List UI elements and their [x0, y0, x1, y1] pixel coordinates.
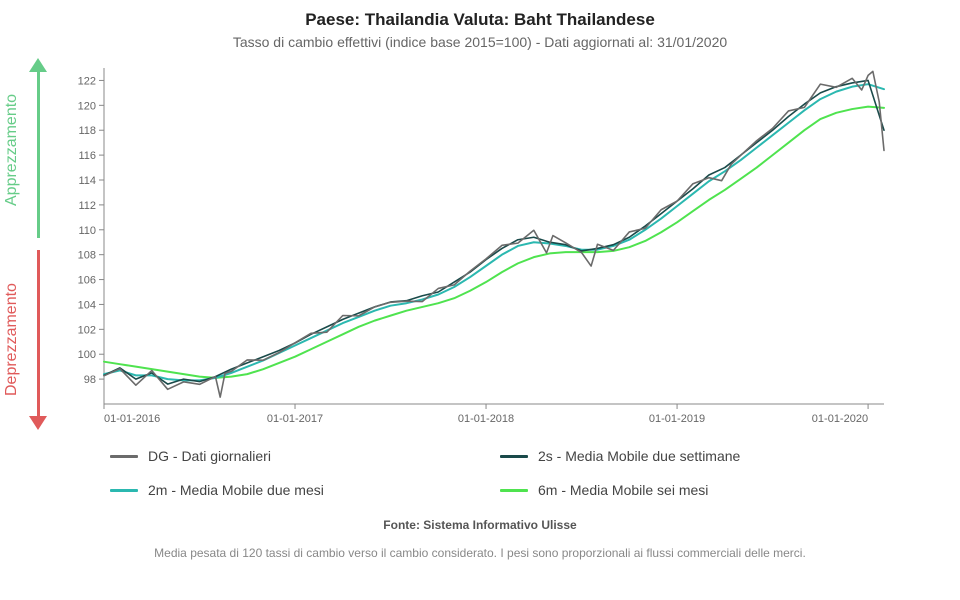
svg-text:112: 112	[78, 200, 96, 212]
svg-text:106: 106	[78, 275, 96, 287]
svg-text:01-01-2016: 01-01-2016	[104, 413, 160, 425]
arrow-up-icon	[28, 58, 48, 238]
svg-text:116: 116	[78, 150, 96, 162]
legend-item-2s: 2s - Media Mobile due settimane	[500, 448, 850, 464]
svg-text:01-01-2018: 01-01-2018	[458, 413, 514, 425]
chart-footnote: Media pesata di 120 tassi di cambio vers…	[0, 546, 960, 560]
legend-label: 2m - Media Mobile due mesi	[148, 482, 324, 498]
svg-text:114: 114	[78, 175, 96, 187]
series-dg	[104, 71, 884, 397]
svg-text:104: 104	[78, 299, 96, 311]
svg-text:01-01-2020: 01-01-2020	[812, 413, 868, 425]
svg-text:108: 108	[78, 250, 96, 262]
legend-item-2m: 2m - Media Mobile due mesi	[110, 482, 460, 498]
chart-svg: 98 100 102 104 106 108 110 112 114 116 118 120 122 01…	[60, 60, 890, 430]
y-axis-down-label: Deprezzamento	[3, 284, 21, 397]
legend-swatch-dg	[110, 455, 138, 458]
legend-label: 6m - Media Mobile sei mesi	[538, 482, 708, 498]
svg-text:98: 98	[84, 374, 96, 386]
chart-title: Paese: Thailandia Valuta: Baht Thailande…	[0, 0, 960, 30]
legend-item-dg: DG - Dati giornalieri	[110, 448, 460, 464]
legend-swatch-2m	[110, 489, 138, 492]
chart-source: Fonte: Sistema Informativo Ulisse	[0, 518, 960, 532]
svg-text:100: 100	[78, 349, 96, 361]
y-axis-annotation-up: Apprezzamento	[0, 60, 24, 240]
series-2s	[104, 80, 884, 384]
y-axis-annotation-down: Deprezzamento	[0, 250, 24, 430]
legend-item-6m: 6m - Media Mobile sei mesi	[500, 482, 850, 498]
exchange-rate-chart: 98 100 102 104 106 108 110 112 114 116 118 120 122 01…	[60, 60, 940, 430]
svg-text:102: 102	[78, 324, 96, 336]
svg-text:122: 122	[78, 75, 96, 87]
series-6m	[104, 107, 884, 378]
series-2m	[104, 84, 884, 380]
chart-legend: DG - Dati giornalieri 2s - Media Mobile d…	[110, 448, 850, 498]
legend-swatch-2s	[500, 455, 528, 458]
legend-label: DG - Dati giornalieri	[148, 448, 271, 464]
y-axis-up-label: Apprezzamento	[3, 94, 21, 206]
legend-label: 2s - Media Mobile due settimane	[538, 448, 740, 464]
svg-text:120: 120	[78, 100, 96, 112]
svg-text:01-01-2019: 01-01-2019	[649, 413, 705, 425]
arrow-down-icon	[28, 250, 48, 430]
svg-text:118: 118	[78, 125, 96, 137]
legend-swatch-6m	[500, 489, 528, 492]
chart-subtitle: Tasso di cambio effettivi (indice base 2…	[0, 30, 960, 50]
svg-text:01-01-2017: 01-01-2017	[267, 413, 323, 425]
svg-text:110: 110	[78, 225, 96, 237]
